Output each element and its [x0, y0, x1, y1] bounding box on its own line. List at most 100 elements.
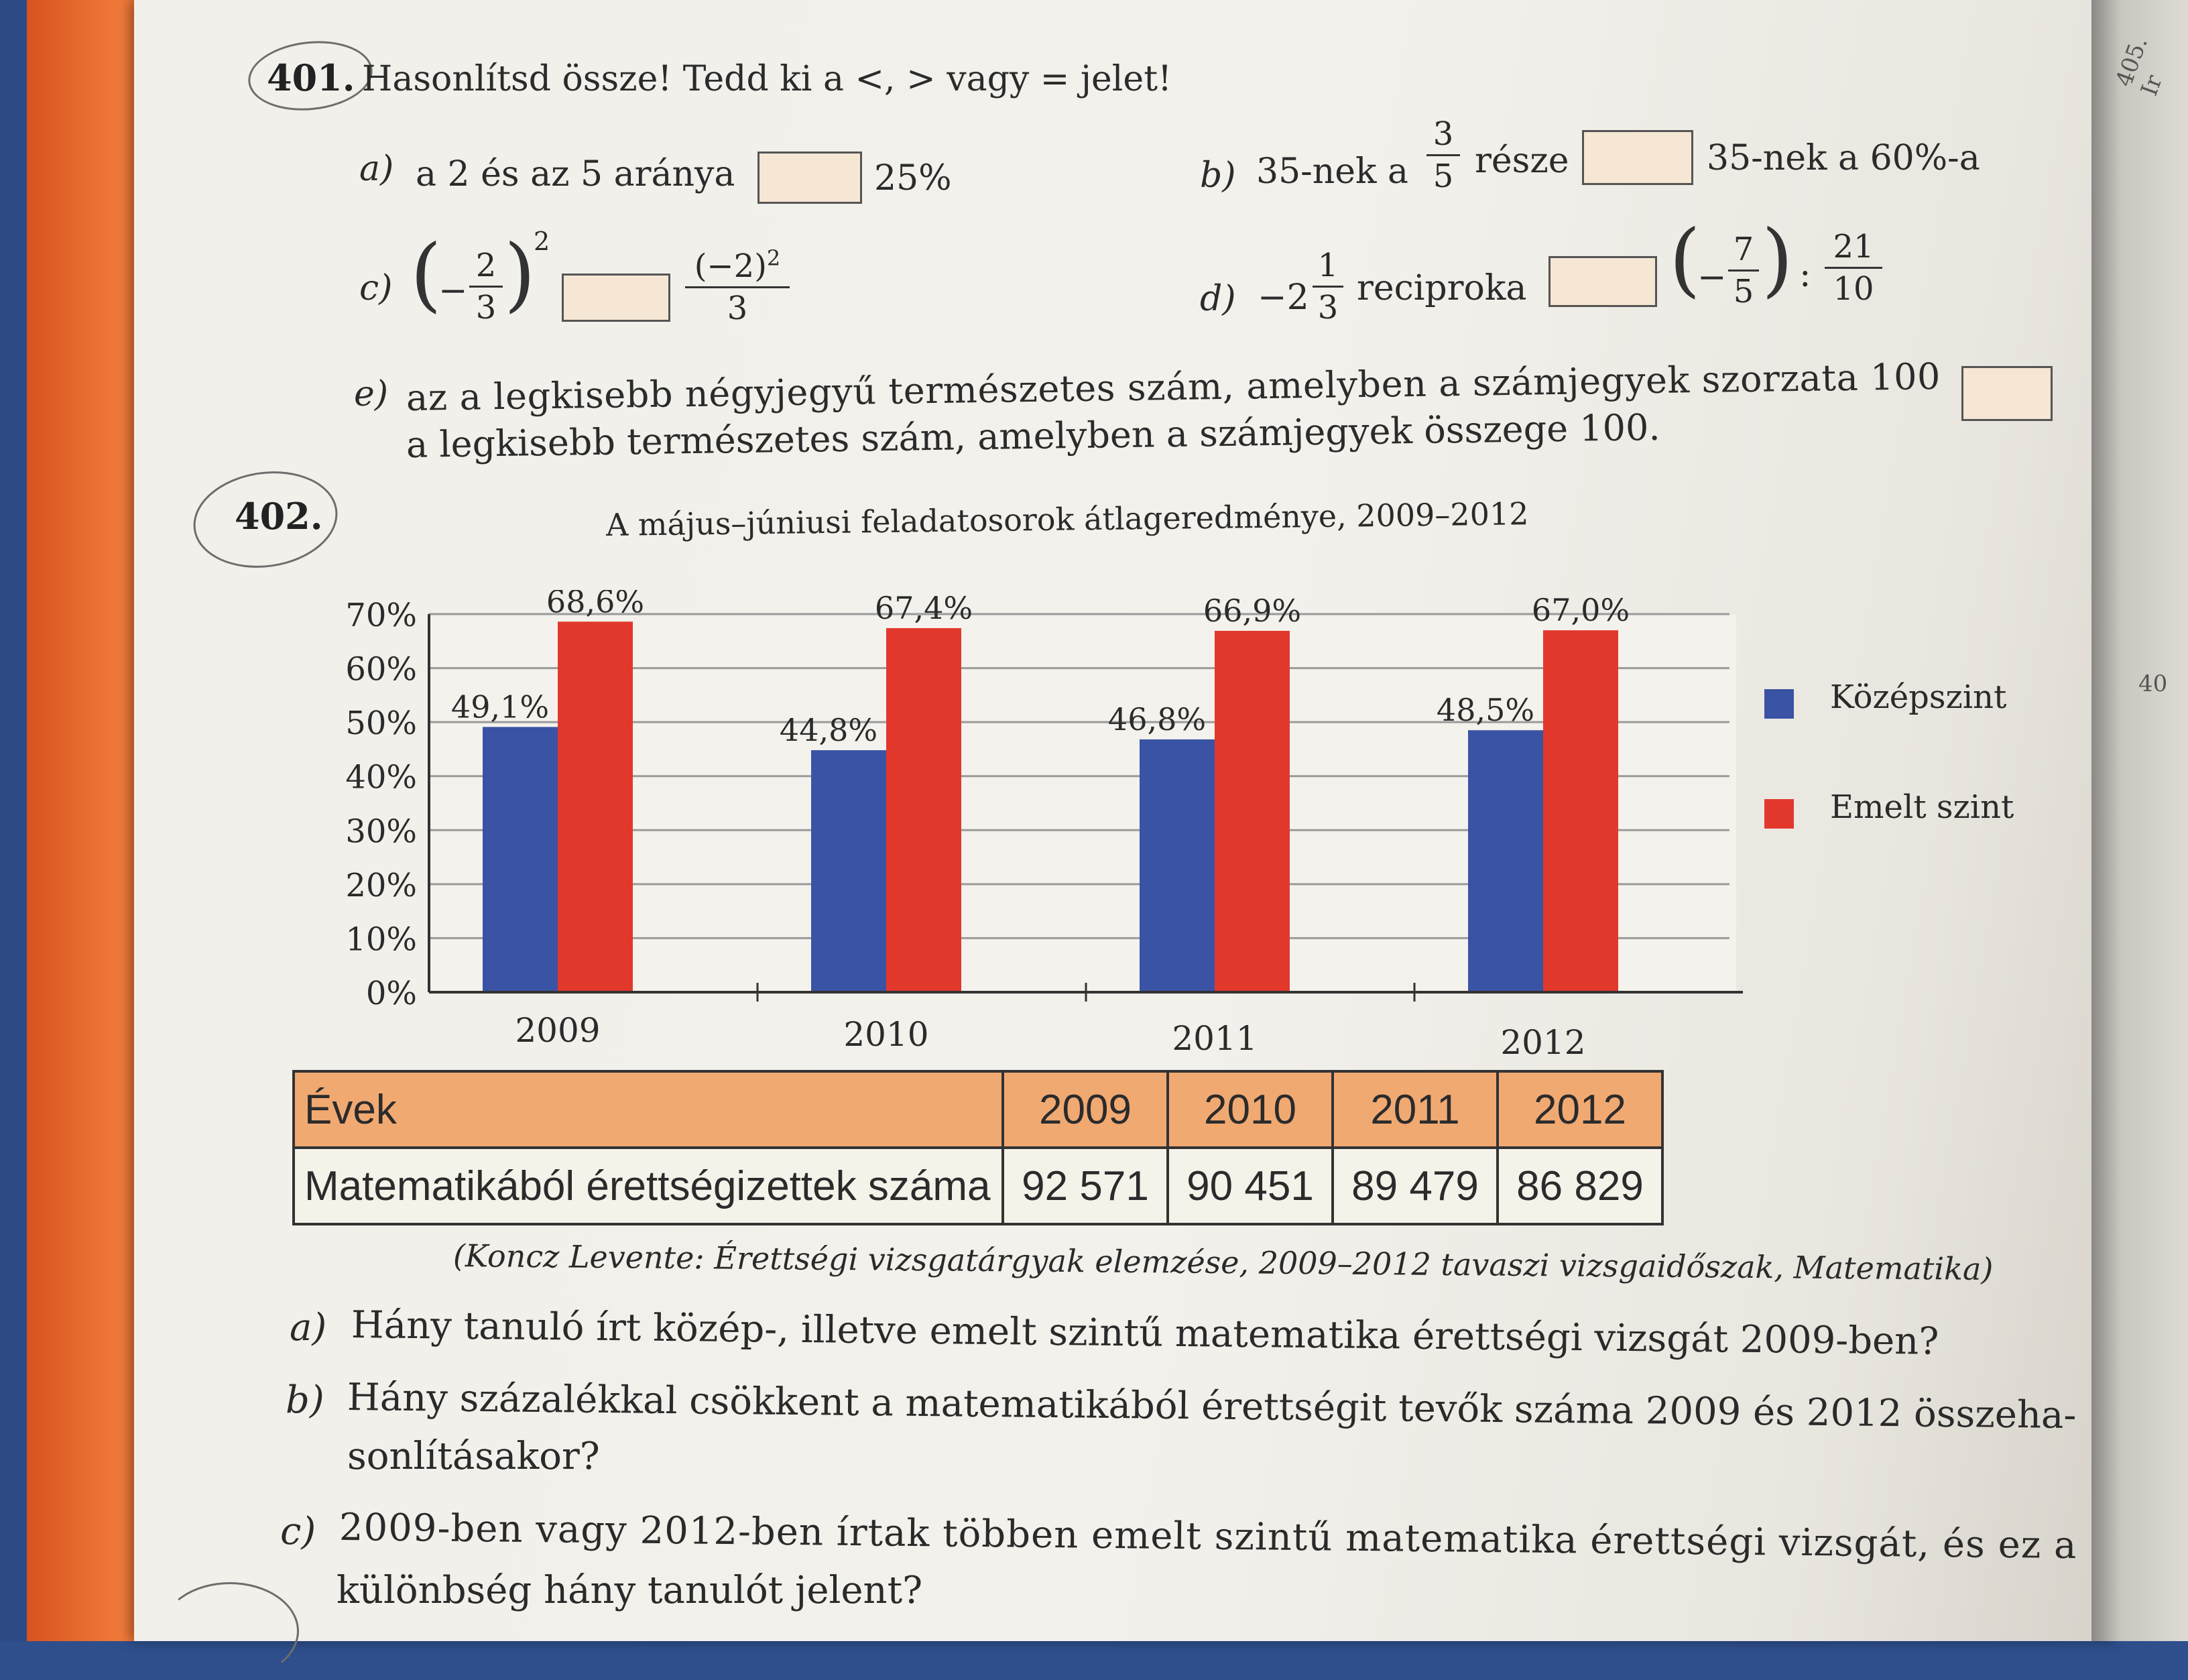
legend-swatch-kozepszint: [1764, 689, 1794, 719]
exercise-instruction: Hasonlítsd össze! Tedd ki a <, > vagy = …: [362, 59, 1172, 99]
fraction-bar: [685, 286, 790, 288]
bar-kozepszint-2012: [1468, 730, 1543, 992]
data-label: 68,6%: [546, 590, 644, 619]
paren-close: ): [504, 228, 536, 321]
item-b-left-pre: 35-nek a: [1256, 152, 1409, 192]
fraction-denominator: 3: [475, 289, 497, 326]
fraction-denominator: 5: [1433, 158, 1454, 195]
fraction-bar: [469, 286, 503, 288]
fraction-c: 2 3: [469, 247, 503, 326]
table-cell: 86 829: [1496, 1146, 1664, 1225]
paren-close: ): [1762, 213, 1793, 306]
fraction-denominator: 10: [1833, 270, 1874, 308]
data-label: 48,5%: [1437, 692, 1534, 728]
bar-chart: 0% 10% 20% 30% 40% 50% 60% 70% 49,1% 68,6% 2009 44,…: [345, 590, 1743, 1062]
fraction-numerator: (−2)2: [685, 245, 790, 285]
data-label: 67,4%: [875, 590, 973, 626]
answer-box-b[interactable]: [1582, 130, 1693, 185]
y-tick-label: 40%: [345, 759, 417, 796]
y-tick-label: 50%: [345, 705, 417, 742]
x-tick-label: 2009: [515, 1011, 600, 1050]
fraction-numerator: 2: [475, 247, 497, 284]
data-label: 44,8%: [780, 712, 877, 748]
question-label-c: c): [280, 1510, 316, 1553]
bar-emelt-2012: [1543, 630, 1618, 992]
question-label-a: a): [290, 1306, 327, 1349]
fraction-d-divisor: 21 10: [1825, 228, 1882, 308]
fraction-numerator: 7: [1733, 231, 1754, 268]
next-page-edge: 405. Ir 40: [2091, 0, 2188, 1641]
fraction-numerator: 21: [1833, 228, 1874, 265]
pencil-mark: [161, 1582, 299, 1680]
table-year: 2011: [1331, 1070, 1499, 1149]
bar-emelt-2011: [1215, 630, 1290, 992]
x-tick-label: 2011: [1172, 1019, 1257, 1058]
table-header-row: Évek 2009 2010 2011 2012: [292, 1070, 1664, 1149]
fraction-c-right: (−2)2 3: [685, 245, 790, 327]
margin-fragment: 40: [2138, 670, 2168, 697]
table-year: 2009: [1001, 1070, 1169, 1149]
minus-sign: −: [438, 271, 468, 311]
table-cell: 92 571: [1001, 1146, 1169, 1225]
question-b-line2: sonlításakor?: [347, 1435, 600, 1478]
fraction-d: 1 3: [1313, 247, 1343, 326]
y-tick-label: 70%: [345, 597, 417, 634]
data-label: 49,1%: [451, 688, 549, 725]
table-header-label: Évek: [292, 1070, 1004, 1149]
fraction-numerator: 3: [1433, 115, 1454, 153]
item-label-b: b): [1200, 156, 1236, 196]
fraction-d-right: 7 5: [1728, 231, 1759, 310]
table-year: 2010: [1166, 1070, 1334, 1149]
question-c-line2: különbség hány tanulót jelent?: [337, 1569, 923, 1612]
fraction-bar: [1426, 154, 1460, 156]
minus-sign: −: [1697, 257, 1727, 298]
item-label-a: a): [359, 149, 394, 189]
y-tick-label: 10%: [345, 920, 417, 958]
item-label-c: c): [359, 268, 393, 308]
table-row-label: Matematikából érettségizettek száma: [292, 1146, 1004, 1225]
mixed-whole: −2: [1258, 278, 1309, 318]
numerator-base: (−2): [694, 247, 767, 285]
bar-kozepszint-2010: [811, 750, 886, 992]
answer-box-a[interactable]: [757, 152, 862, 204]
exponent: 2: [534, 227, 550, 256]
table-cell: 89 479: [1331, 1146, 1499, 1225]
y-tick-label: 30%: [345, 813, 417, 850]
answer-box-d[interactable]: [1548, 256, 1657, 307]
legend-swatch-emelt: [1764, 799, 1794, 829]
item-label-d: d): [1200, 279, 1236, 319]
item-a-right: 25%: [874, 158, 952, 198]
item-label-e: e): [354, 374, 389, 414]
fraction-denominator: 3: [1317, 289, 1339, 326]
fraction-bar: [1728, 269, 1759, 272]
division-colon: :: [1799, 255, 1811, 295]
bar-emelt-2010: [886, 627, 961, 992]
bar-emelt-2009: [558, 621, 633, 992]
answer-box-e[interactable]: [1961, 366, 2053, 421]
fraction-b: 3 5: [1426, 115, 1460, 195]
x-tick-label: 2010: [843, 1015, 928, 1054]
margin-fragment: 405. Ir: [2110, 33, 2168, 100]
item-b-left-post: része: [1475, 141, 1569, 181]
question-label-b: b): [286, 1378, 324, 1422]
item-b-right: 35-nek a 60%-a: [1707, 138, 1980, 178]
fraction-denominator: 3: [727, 290, 748, 327]
answer-box-c[interactable]: [562, 274, 670, 322]
y-tick-label: 60%: [345, 651, 417, 688]
legend-label-emelt: Emelt szint: [1830, 788, 2014, 826]
item-a-left: a 2 és az 5 aránya: [416, 154, 735, 194]
data-label: 67,0%: [1532, 592, 1630, 628]
fraction-denominator: 5: [1733, 273, 1754, 310]
data-label: 66,9%: [1203, 593, 1301, 629]
x-tick-label: 2012: [1500, 1023, 1585, 1062]
reciprocal-word: reciproka: [1357, 268, 1527, 308]
fraction-numerator: 1: [1317, 247, 1339, 284]
bar-kozepszint-2009: [483, 727, 558, 992]
legend-label-kozepszint: Középszint: [1830, 678, 2007, 716]
table-row: Matematikából érettségizettek száma 92 5…: [292, 1146, 1664, 1225]
bar-kozepszint-2011: [1140, 739, 1215, 992]
y-tick-label: 0%: [366, 975, 417, 1012]
exercise-number-402: 402.: [235, 495, 323, 538]
numerator-exponent: 2: [766, 245, 781, 271]
y-tick-label: 20%: [345, 867, 417, 904]
